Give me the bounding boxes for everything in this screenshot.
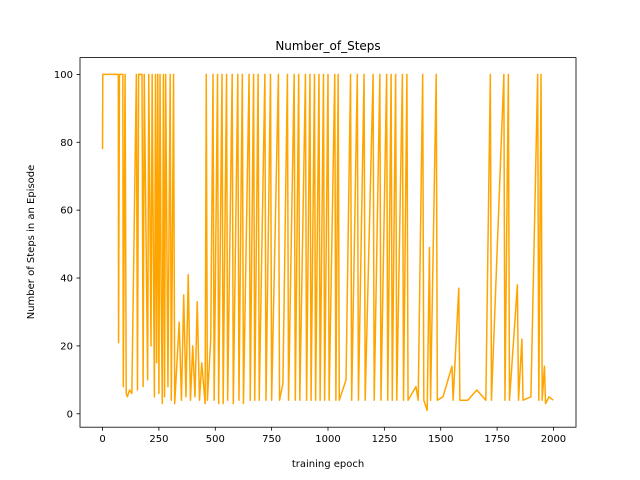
x-tick-label: 250 (149, 434, 168, 445)
y-tick-label: 40 (60, 274, 73, 285)
x-tick-label: 1750 (484, 434, 509, 445)
x-tick-label: 2000 (541, 434, 566, 445)
y-tick-label: 80 (60, 138, 73, 149)
y-tick-label: 0 (67, 409, 73, 420)
x-tick-label: 0 (99, 434, 105, 445)
y-tick-label: 20 (60, 341, 73, 352)
x-tick-label: 750 (262, 434, 281, 445)
x-tick-label: 500 (206, 434, 225, 445)
x-axis-label: training epoch (292, 459, 364, 470)
x-tick-label: 1500 (428, 434, 453, 445)
x-tick-label: 1250 (372, 434, 397, 445)
y-tick-label: 100 (54, 70, 73, 81)
y-tick-label: 60 (60, 206, 73, 217)
chart-title: Number_of_Steps (275, 39, 380, 53)
data-line (101, 73, 554, 412)
y-axis-label: Number of Steps in an Episode (26, 165, 37, 320)
x-tick-label: 1000 (315, 434, 340, 445)
